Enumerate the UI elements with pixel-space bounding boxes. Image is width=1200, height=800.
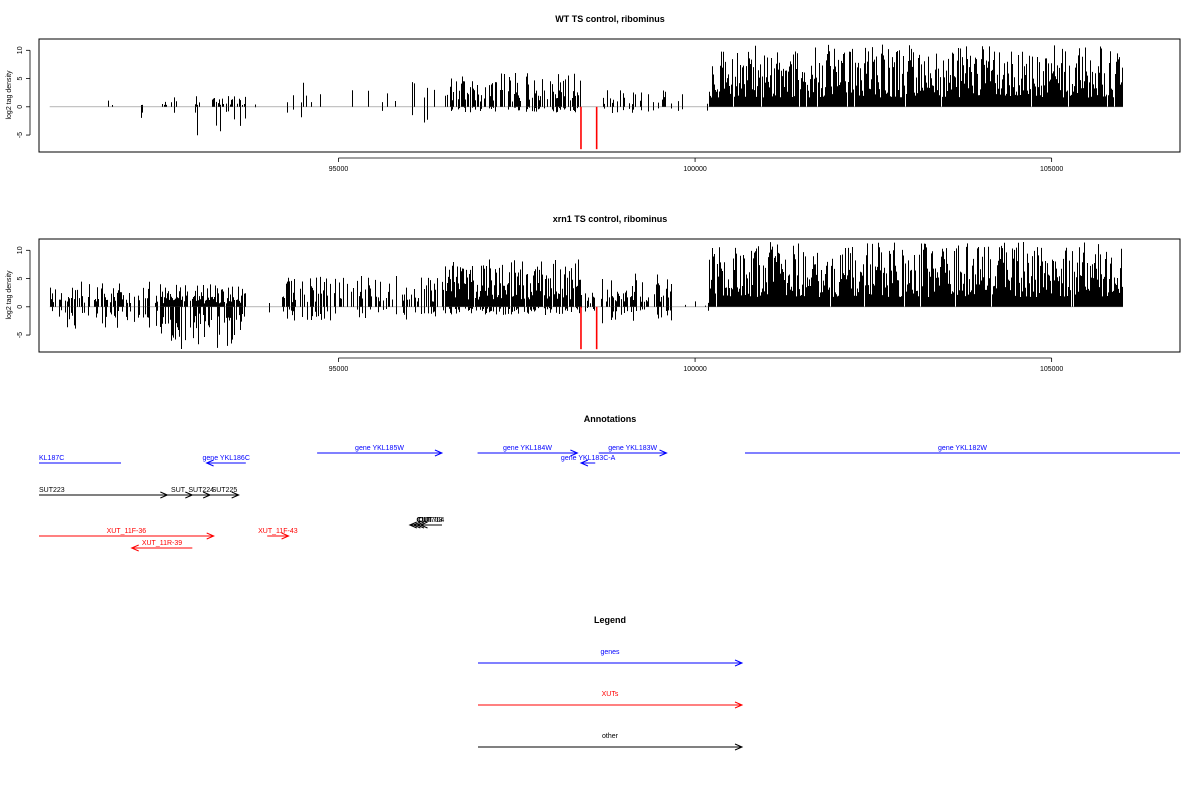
- legend-item: XUTs: [478, 691, 744, 709]
- xrn1-x-tick-label: 105000: [1040, 366, 1063, 373]
- xrn1-x-axis: 95000 100000 105000: [329, 357, 1063, 373]
- other-label: SUT224: [188, 487, 214, 494]
- legend-label: XUTs: [602, 691, 619, 698]
- wt-track-panel: WT TS control, ribominus log2 tag densit…: [6, 14, 1181, 173]
- wt-y-tick-label: 0: [17, 105, 24, 109]
- legend-title: Legend: [594, 615, 626, 625]
- legend-arrow-head: [734, 659, 744, 667]
- other-feature: SUT224: [188, 487, 214, 499]
- gene-label: gene YKL183W: [608, 445, 657, 452]
- other-feature: CUT704: [418, 517, 444, 529]
- wt-plot-frame: [38, 38, 1181, 153]
- gene-feature: gene YKL184W: [477, 445, 579, 457]
- wt-y-tick-label: -5: [17, 132, 24, 138]
- xrn1-x-tick-label: 95000: [329, 366, 349, 373]
- gene-label: KL187C: [39, 455, 64, 462]
- gene-feature: gene YKL186C: [203, 455, 250, 467]
- gene-feature: KL187C: [39, 455, 122, 464]
- other-label: CUT703: [416, 517, 442, 524]
- gene-label: gene YKL182W: [938, 445, 987, 452]
- xrn1-track-ylabel: log2 tag density: [6, 270, 13, 320]
- xut-label: XUT_11R-39: [142, 540, 182, 547]
- xut-feature: XUT_11F-36: [39, 528, 215, 540]
- gene-label: gene YKL183C-A: [561, 455, 616, 462]
- wt-highlights: [580, 106, 598, 150]
- other-arrow-head: [408, 521, 418, 529]
- annotation-features: KL187C gene YKL186C gene YKL185W gene YKL18…: [39, 445, 1180, 552]
- other-feature: SUT223: [39, 487, 169, 499]
- gene-arrow-head: [434, 449, 444, 457]
- gene-feature: gene YKL183W: [598, 445, 668, 457]
- wt-y-tick-label: 5: [17, 77, 24, 81]
- xrn1-highlights: [580, 306, 598, 350]
- xrn1-y-tick-label: -5: [17, 332, 24, 338]
- gene-arrow-head: [659, 449, 668, 457]
- gene-feature: gene YKL182W: [744, 445, 1180, 454]
- gene-label: gene YKL184W: [503, 445, 552, 452]
- wt-x-axis: 95000 100000 105000: [329, 157, 1063, 173]
- wt-bars: [49, 44, 1123, 136]
- gene-label: gene YKL185W: [355, 445, 404, 452]
- xrn1-track-title: xrn1 TS control, ribominus: [553, 214, 668, 224]
- other-label: CUT: [417, 517, 432, 524]
- xut-label: XUT_11F-36: [107, 528, 147, 535]
- xrn1-bars: [49, 242, 1123, 349]
- other-arrow-head: [419, 521, 428, 529]
- other-label: CUT704: [418, 517, 444, 524]
- wt-x-tick-label: 100000: [683, 166, 706, 173]
- wt-y-axis: -5 0 5 10: [17, 46, 31, 138]
- legend-item: other: [478, 733, 744, 751]
- wt-track-title: WT TS control, ribominus: [555, 14, 665, 24]
- xrn1-y-tick-label: 10: [17, 246, 24, 254]
- other-label: SUT223: [39, 487, 65, 494]
- xrn1-plot-frame: [38, 238, 1181, 353]
- other-label: CUT: [419, 517, 434, 524]
- legend-label: genes: [600, 649, 620, 656]
- gene-feature: gene YKL183C-A: [561, 455, 616, 467]
- xut-feature: XUT_11F-43: [258, 528, 298, 540]
- gene-arrow-head: [205, 459, 214, 467]
- xut-feature: XUT_11R-39: [130, 540, 193, 552]
- gene-feature: gene YKL185W: [317, 445, 444, 457]
- wt-x-tick-label: 95000: [329, 166, 349, 173]
- gene-arrow-head: [579, 459, 589, 467]
- annotations-panel: Annotations KL187C gene YKL186C gene YKL18…: [39, 414, 1180, 552]
- legend-label: other: [602, 733, 619, 740]
- annotations-title: Annotations: [584, 414, 637, 424]
- xut-arrow-head: [281, 532, 290, 540]
- wt-y-tick-label: 10: [17, 46, 24, 54]
- xrn1-y-tick-label: 5: [17, 277, 24, 281]
- xrn1-y-tick-label: 0: [17, 305, 24, 309]
- other-arrow-head: [231, 491, 240, 499]
- xut-label: XUT_11F-43: [258, 528, 298, 535]
- wt-track-ylabel: log2 tag density: [6, 70, 13, 120]
- other-arrow-head: [415, 521, 425, 529]
- legend-arrow-head: [734, 701, 744, 709]
- gene-arrow-head: [570, 449, 579, 457]
- xut-arrow-head: [130, 544, 139, 552]
- other-arrow-head: [412, 521, 421, 529]
- wt-x-tick-label: 105000: [1040, 166, 1063, 173]
- legend-arrow-head: [734, 743, 744, 751]
- other-label: SUT: [171, 487, 186, 494]
- xrn1-x-tick-label: 100000: [683, 366, 706, 373]
- xut-arrow-head: [206, 532, 215, 540]
- legend-item: genes: [478, 649, 744, 667]
- other-label: SUT225: [212, 487, 238, 494]
- legend: Legend genes XUTs other: [478, 615, 744, 751]
- other-feature: SUT225: [210, 487, 240, 499]
- legend-items: genes XUTs other: [478, 649, 744, 751]
- xrn1-track-panel: xrn1 TS control, ribominus log2 tag dens…: [6, 214, 1181, 373]
- xrn1-y-axis: -5 0 5 10: [17, 246, 31, 338]
- gene-label: gene YKL186C: [203, 455, 250, 462]
